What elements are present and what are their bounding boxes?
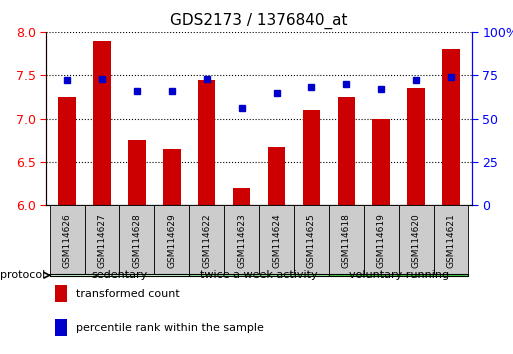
Bar xyxy=(407,88,425,205)
Text: percentile rank within the sample: percentile rank within the sample xyxy=(76,323,264,333)
Bar xyxy=(163,149,181,205)
Bar xyxy=(58,97,76,205)
FancyBboxPatch shape xyxy=(189,274,329,276)
FancyBboxPatch shape xyxy=(433,205,468,276)
FancyBboxPatch shape xyxy=(224,205,259,276)
Text: sedentary: sedentary xyxy=(91,270,148,280)
Bar xyxy=(372,119,390,205)
Text: GSM114620: GSM114620 xyxy=(411,213,421,268)
Text: protocol: protocol xyxy=(0,270,46,280)
Bar xyxy=(128,140,146,205)
Bar xyxy=(268,147,285,205)
Text: transformed count: transformed count xyxy=(76,289,180,299)
Bar xyxy=(198,80,215,205)
Text: twice a week activity: twice a week activity xyxy=(200,270,318,280)
FancyBboxPatch shape xyxy=(189,205,224,276)
FancyBboxPatch shape xyxy=(399,205,433,276)
FancyBboxPatch shape xyxy=(120,205,154,276)
Text: GSM114625: GSM114625 xyxy=(307,213,316,268)
Text: GSM114622: GSM114622 xyxy=(202,213,211,268)
Bar xyxy=(93,41,111,205)
FancyBboxPatch shape xyxy=(329,205,364,276)
Text: GSM114619: GSM114619 xyxy=(377,213,386,268)
Bar xyxy=(338,97,355,205)
Text: GSM114621: GSM114621 xyxy=(446,213,456,268)
Text: GSM114618: GSM114618 xyxy=(342,213,351,268)
Bar xyxy=(55,285,68,302)
FancyBboxPatch shape xyxy=(259,205,294,276)
Bar xyxy=(233,188,250,205)
FancyBboxPatch shape xyxy=(154,205,189,276)
Text: GSM114624: GSM114624 xyxy=(272,213,281,268)
Bar xyxy=(55,319,68,336)
FancyBboxPatch shape xyxy=(294,205,329,276)
Text: GSM114629: GSM114629 xyxy=(167,213,176,268)
Text: GSM114626: GSM114626 xyxy=(63,213,72,268)
FancyBboxPatch shape xyxy=(329,274,468,276)
Title: GDS2173 / 1376840_at: GDS2173 / 1376840_at xyxy=(170,13,348,29)
Bar xyxy=(442,49,460,205)
FancyBboxPatch shape xyxy=(50,205,85,276)
Bar xyxy=(303,110,320,205)
Text: GSM114623: GSM114623 xyxy=(237,213,246,268)
FancyBboxPatch shape xyxy=(364,205,399,276)
Text: GSM114627: GSM114627 xyxy=(97,213,107,268)
FancyBboxPatch shape xyxy=(85,205,120,276)
Text: GSM114628: GSM114628 xyxy=(132,213,142,268)
FancyBboxPatch shape xyxy=(50,274,189,276)
Text: voluntary running: voluntary running xyxy=(349,270,449,280)
